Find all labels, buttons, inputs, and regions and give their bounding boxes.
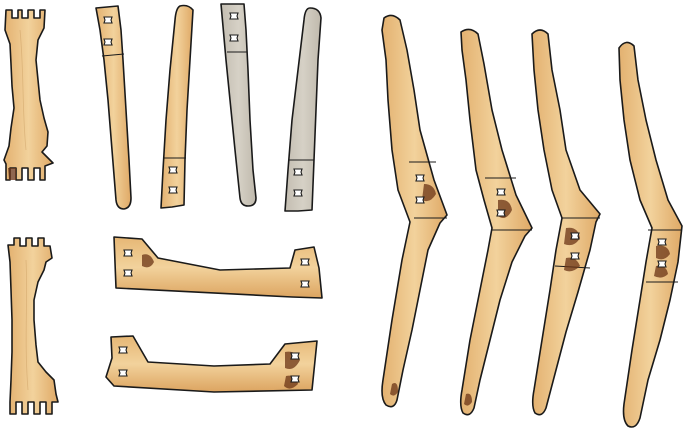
curved-leg-3 xyxy=(531,29,601,416)
curved-leg-4 xyxy=(618,41,683,428)
side-panel-bottom xyxy=(7,237,59,415)
side-panel-top xyxy=(3,9,54,181)
seat-rail-bottom xyxy=(105,335,318,393)
curved-leg-2 xyxy=(459,28,533,416)
straight-leg-grey-1 xyxy=(220,3,257,207)
curved-leg-1 xyxy=(381,14,448,408)
straight-leg-1 xyxy=(95,5,132,210)
straight-leg-grey-2 xyxy=(284,7,322,212)
seat-rail-top xyxy=(113,236,323,299)
straight-leg-2 xyxy=(160,4,194,209)
